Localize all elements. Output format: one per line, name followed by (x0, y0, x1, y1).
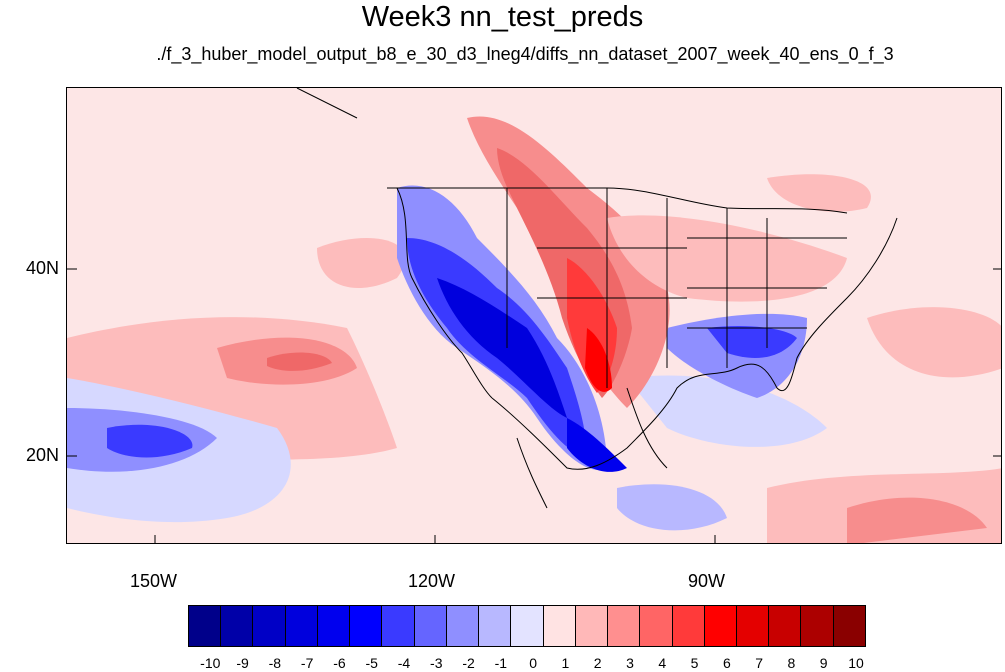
lon-label-150w: 150W (130, 571, 178, 591)
colorbar-box (382, 606, 415, 646)
colorbar-box (511, 606, 544, 646)
colorbar-box (253, 606, 286, 646)
colorbar-label: 3 (626, 655, 634, 671)
colorbar-box (608, 606, 641, 646)
colorbar-label: -8 (268, 655, 282, 671)
colorbar-box (575, 606, 609, 646)
colorbar-label: -5 (365, 655, 378, 671)
colorbar-label: -6 (333, 655, 346, 671)
colorbar-box (350, 606, 383, 646)
colorbar-box (221, 606, 254, 646)
map-subtitle: ./f_3_huber_model_output_b8_e_30_d3_lneg… (156, 44, 894, 64)
colorbar-box (672, 606, 705, 646)
lon-label-120w: 120W (408, 571, 456, 591)
colorbar-label: -10 (200, 655, 221, 671)
colorbar-box (769, 606, 802, 646)
colorbar-box (446, 606, 480, 646)
colorbar-label: 10 (848, 655, 864, 671)
colorbar (188, 605, 866, 647)
coastline-lines (296, 88, 898, 509)
colorbar-box (801, 606, 834, 646)
colorbar-label: -4 (397, 655, 411, 671)
lat-label-20n: 20N (26, 445, 60, 465)
colorbar-label: -9 (236, 655, 249, 671)
colorbar-label: -3 (430, 655, 443, 671)
colorbar-label: 8 (787, 655, 796, 671)
colorbar-label: 0 (529, 655, 538, 671)
colorbar-label: 6 (722, 655, 731, 671)
colorbar-box (317, 606, 351, 646)
colorbar-box (285, 606, 318, 646)
colorbar-label: 4 (658, 655, 667, 671)
colorbar-box (414, 606, 447, 646)
map-title: Week3 nn_test_preds (361, 1, 644, 33)
colorbar-label: 5 (690, 655, 699, 671)
lon-label-90w: 90W (688, 571, 726, 591)
contour-field (67, 88, 1001, 543)
colorbar-label: -1 (494, 655, 508, 671)
colorbar-box (479, 606, 512, 646)
colorbar-box (640, 606, 673, 646)
colorbar-label: 2 (593, 655, 602, 671)
colorbar-label: 9 (819, 655, 828, 671)
colorbar-box (189, 606, 222, 646)
colorbar-box (736, 606, 770, 646)
colorbar-box (833, 606, 865, 646)
colorbar-label: -2 (462, 655, 475, 671)
colorbar-box (543, 606, 576, 646)
colorbar-label: -7 (300, 655, 314, 671)
colorbar-label: 7 (755, 655, 764, 671)
colorbar-box (704, 606, 737, 646)
lat-label-40n: 40N (26, 258, 60, 278)
map-panel (66, 87, 1002, 544)
colorbar-label: 1 (561, 655, 570, 671)
